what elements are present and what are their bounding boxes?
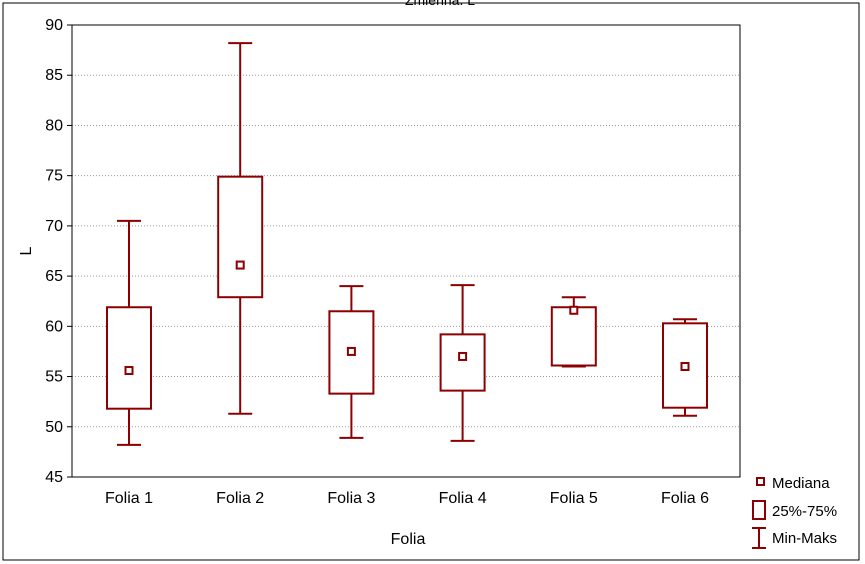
median-marker (346, 346, 356, 356)
plot-area (71, 24, 741, 478)
y-axis: 45 50 55 60 65 70 75 80 85 90 (45, 17, 72, 486)
x-tick-label: Folia 3 (327, 490, 375, 507)
y-tick-label: 65 (45, 268, 63, 285)
median-marker (458, 351, 468, 361)
chart-title: Zmienna: L (405, 0, 475, 8)
y-tick-label: 45 (45, 469, 63, 486)
y-tick-label: 60 (45, 318, 63, 335)
x-tick-label: Folia 6 (661, 490, 709, 507)
x-tick-label: Folia 4 (439, 490, 487, 507)
gridlines (72, 74, 740, 428)
median-marker (680, 362, 690, 372)
y-axis-title: L (18, 246, 35, 255)
median-marker (124, 366, 134, 376)
iqr-box (106, 306, 152, 410)
y-tick-label: 55 (45, 369, 63, 386)
median-marker (569, 305, 579, 315)
y-tick-label: 75 (45, 168, 63, 185)
legend-median-marker (756, 477, 765, 486)
x-axis: Folia 1 Folia 2 Folia 3 Folia 4 Folia 5 Folia… (105, 490, 709, 507)
median-marker (235, 260, 245, 270)
x-tick-label: Folia 1 (105, 490, 153, 507)
iqr-box (217, 175, 264, 299)
legend-label-median: Mediana (772, 475, 830, 492)
iqr-box (550, 306, 597, 367)
legend: Mediana 25%-75% Min-Maks (752, 475, 837, 549)
x-tick-label: Folia 5 (550, 490, 598, 507)
y-tick-label: 80 (45, 117, 63, 134)
legend-label-box: 25%-75% (772, 503, 837, 520)
y-tick-label: 90 (45, 17, 63, 34)
iqr-box (439, 333, 486, 392)
y-tick-label: 70 (45, 218, 63, 235)
legend-label-whisker: Min-Maks (772, 530, 837, 547)
y-tick-label: 50 (45, 419, 63, 436)
y-tick-label: 85 (45, 67, 63, 84)
x-tick-label: Folia 2 (216, 490, 264, 507)
x-axis-title: Folia (391, 531, 426, 548)
boxes-layer (106, 42, 708, 446)
legend-box-symbol (752, 500, 766, 520)
